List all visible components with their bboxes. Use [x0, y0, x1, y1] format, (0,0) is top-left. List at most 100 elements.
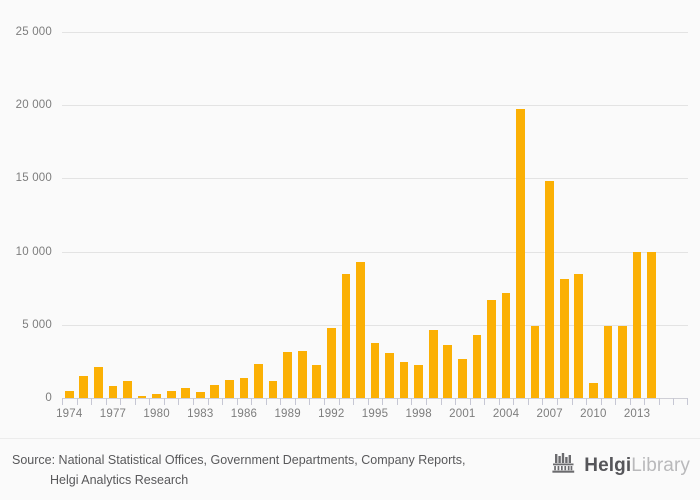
bar[interactable]	[574, 274, 584, 398]
bar[interactable]	[239, 377, 249, 398]
bar-slot[interactable]	[280, 32, 295, 398]
bar[interactable]	[632, 251, 642, 398]
bar-slot[interactable]	[542, 32, 557, 398]
bar[interactable]	[428, 329, 438, 398]
bar-slot[interactable]	[644, 32, 659, 398]
bar-slot[interactable]	[572, 32, 587, 398]
bar-slot[interactable]	[659, 32, 674, 398]
bar-slot[interactable]	[208, 32, 223, 398]
bar-slot[interactable]	[295, 32, 310, 398]
bar-slot[interactable]	[441, 32, 456, 398]
bar-slot[interactable]	[251, 32, 266, 398]
bar-slot[interactable]	[397, 32, 412, 398]
x-axis-tick	[600, 398, 602, 405]
bar[interactable]	[94, 367, 103, 398]
bar-slot[interactable]	[135, 32, 150, 398]
bar[interactable]	[443, 345, 453, 398]
bar-slot[interactable]	[528, 32, 543, 398]
bar[interactable]	[559, 278, 569, 398]
bar[interactable]	[530, 326, 540, 398]
x-axis-tick	[629, 398, 631, 405]
bar-slot[interactable]	[382, 32, 397, 398]
bar-slot[interactable]	[353, 32, 368, 398]
bar-slot[interactable]	[368, 32, 383, 398]
bar[interactable]	[356, 261, 365, 398]
x-axis-tick	[644, 398, 646, 405]
bar-slot[interactable]	[339, 32, 354, 398]
bar[interactable]	[603, 325, 613, 398]
bar[interactable]	[181, 388, 191, 398]
bar[interactable]	[79, 376, 89, 398]
bar-slot[interactable]	[586, 32, 601, 398]
bar-slot[interactable]	[499, 32, 514, 398]
bar-slot[interactable]	[615, 32, 630, 398]
bar-slot[interactable]	[222, 32, 237, 398]
bar[interactable]	[326, 327, 336, 398]
bar[interactable]	[487, 299, 496, 398]
bar[interactable]	[108, 386, 118, 398]
bar[interactable]	[210, 384, 220, 398]
bar-slot[interactable]	[120, 32, 135, 398]
bar[interactable]	[341, 273, 351, 398]
bar-slot[interactable]	[426, 32, 441, 398]
bar-slot[interactable]	[266, 32, 281, 398]
bar[interactable]	[457, 359, 467, 398]
bar[interactable]	[297, 351, 307, 398]
bar[interactable]	[385, 352, 394, 398]
x-axis-tick	[498, 398, 500, 405]
bar-slot[interactable]	[630, 32, 645, 398]
x-axis-tick	[469, 398, 471, 405]
bar-slot[interactable]	[91, 32, 106, 398]
gridline	[62, 105, 688, 107]
bar[interactable]	[501, 292, 511, 398]
bar[interactable]	[618, 325, 627, 398]
bar[interactable]	[516, 108, 525, 398]
bar[interactable]	[137, 395, 147, 398]
bar-slot[interactable]	[62, 32, 77, 398]
bar[interactable]	[283, 351, 292, 398]
bar[interactable]	[254, 364, 263, 398]
bar[interactable]	[647, 251, 656, 398]
helgi-library-logo[interactable]: HelgiLibrary	[552, 452, 690, 479]
bar-slot[interactable]	[484, 32, 499, 398]
bar[interactable]	[152, 393, 161, 398]
bar-slot[interactable]	[149, 32, 164, 398]
bar-slot[interactable]	[513, 32, 528, 398]
bar-slot[interactable]	[77, 32, 92, 398]
bar[interactable]	[195, 392, 205, 398]
bar[interactable]	[64, 391, 74, 398]
bar[interactable]	[399, 362, 409, 398]
bar[interactable]	[312, 365, 322, 398]
bar-slot[interactable]	[193, 32, 208, 398]
bar-slot[interactable]	[237, 32, 252, 398]
bar-slot[interactable]	[601, 32, 616, 398]
bar-slot[interactable]	[455, 32, 470, 398]
bar-slot[interactable]	[178, 32, 193, 398]
bar-slot[interactable]	[309, 32, 324, 398]
x-axis-tick	[91, 398, 93, 405]
bar[interactable]	[225, 380, 234, 398]
bar[interactable]	[414, 365, 424, 398]
bar[interactable]	[370, 343, 380, 398]
x-axis-tick-label: 1995	[361, 408, 389, 420]
bar[interactable]	[166, 391, 176, 398]
bar-slot[interactable]	[164, 32, 179, 398]
bar[interactable]	[588, 382, 598, 398]
bar[interactable]	[268, 381, 278, 398]
bar[interactable]	[472, 335, 482, 398]
x-axis-tick	[411, 398, 413, 405]
bar-slot[interactable]	[557, 32, 572, 398]
bar-slot[interactable]	[411, 32, 426, 398]
x-axis-tick-label: 2007	[536, 408, 563, 420]
x-axis-tick	[382, 398, 384, 405]
bar-slot[interactable]	[106, 32, 121, 398]
bar-slot[interactable]	[324, 32, 339, 398]
source-line-2: Helgi Analytics Research	[50, 473, 189, 487]
bar-slot[interactable]	[470, 32, 485, 398]
bar[interactable]	[545, 180, 555, 398]
x-axis-tick	[556, 398, 558, 405]
y-axis-tick-label: 0	[45, 392, 52, 404]
bar[interactable]	[123, 381, 132, 398]
bar-slot[interactable]	[673, 32, 688, 398]
